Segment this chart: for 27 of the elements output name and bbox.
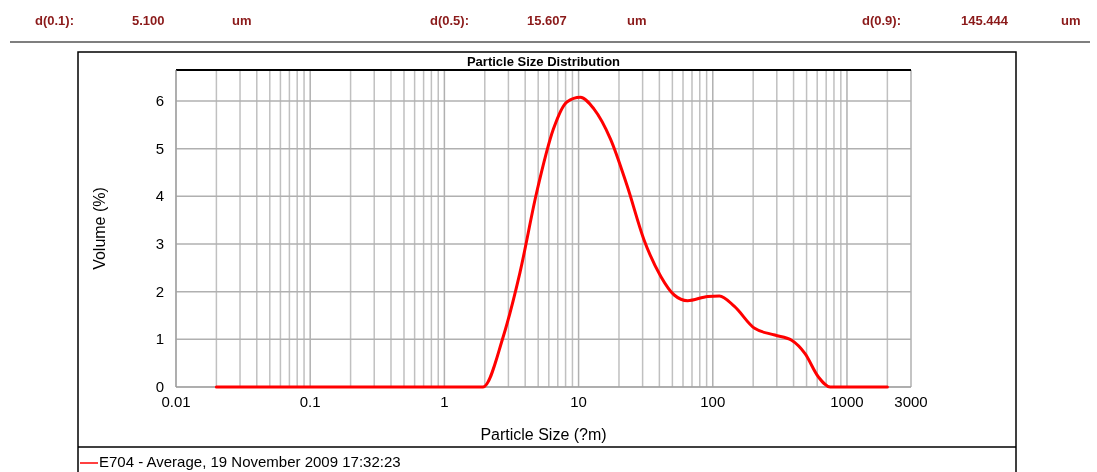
y-tick-label: 6: [155, 91, 164, 109]
text: d(0.9):: [862, 13, 901, 28]
y-tick-label: 3: [155, 234, 164, 252]
y-tick-label: 4: [155, 187, 164, 205]
x-axis-title: Particle Size (?m): [480, 426, 607, 443]
x-tick-label: 10: [570, 393, 587, 410]
x-tick-label: 0.1: [299, 393, 321, 410]
text: d(0.1):: [35, 13, 74, 28]
text: 15.607: [527, 13, 567, 28]
text: 5.100: [132, 13, 165, 28]
text: um: [232, 13, 252, 28]
y-axis-title: Volume (%): [91, 187, 108, 270]
legend-label: E704 - Average, 19 November 2009 17:32:23: [99, 453, 401, 470]
chart-title: Particle Size Distribution: [466, 54, 621, 69]
x-tick-label: 1: [440, 393, 449, 410]
text: d(0.5):: [430, 13, 469, 28]
text: um: [627, 13, 647, 28]
y-tick-label: 5: [155, 139, 164, 157]
x-tick-label: 100: [700, 393, 726, 410]
y-tick-label: 0: [155, 378, 164, 395]
x-tick-label: 0.01: [161, 393, 191, 410]
text: 145.444: [961, 13, 1009, 28]
y-tick-label: 1: [155, 330, 164, 348]
y-tick-label: 2: [155, 282, 164, 300]
x-tick-label: 1000: [830, 393, 864, 410]
text: um: [1061, 13, 1081, 28]
x-tick-label: 3000: [894, 393, 928, 410]
